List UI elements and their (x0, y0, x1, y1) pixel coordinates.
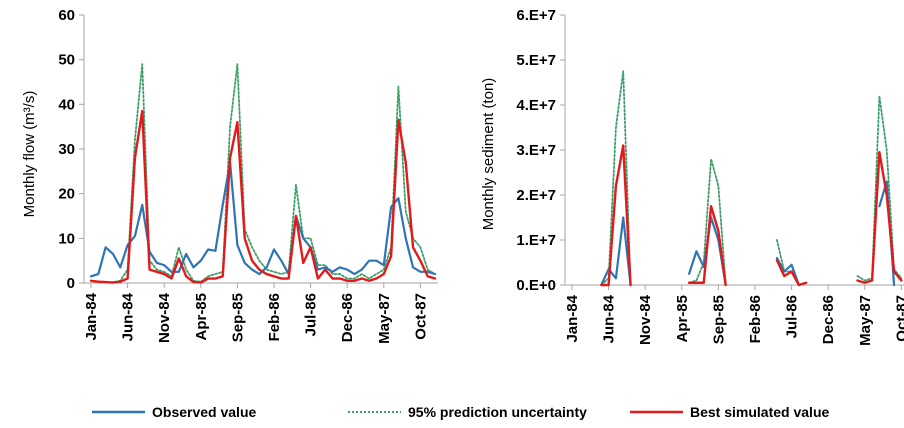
flow-y-tick-label: 50 (58, 52, 75, 69)
sediment-x-tick-label: Jan-84 (564, 294, 581, 342)
flow-x-tick-label: Jul-86 (303, 293, 320, 336)
sediment-x-tick-label: Nov-84 (637, 294, 654, 345)
sediment-y-tick-label: 6.E+7 (516, 7, 556, 24)
legend-simulated-label: Best simulated value (690, 404, 829, 420)
flow-x-tick-label: Jun-84 (120, 292, 137, 341)
flow-x-tick-label: Nov-84 (156, 292, 173, 343)
flow-x-tick-label: Dec-86 (339, 293, 356, 342)
sediment-series-uncertainty (600, 70, 903, 286)
flow-x-tick-label: Feb-86 (266, 293, 283, 341)
sediment-series-observed (600, 180, 896, 287)
flow-series-uncertainty (90, 63, 436, 284)
sediment-x-tick-label: Oct-87 (893, 295, 904, 342)
sediment-x-tick-label: May-87 (857, 295, 874, 346)
sediment-chart: Monthly sediment (ton) 0.E+0 1.E+7 2.E+7 3.… (480, 7, 904, 346)
flow-x-tick-label: Jan-84 (83, 292, 100, 340)
flow-y-tick-label: 40 (58, 96, 75, 113)
flow-x-tick-label: May-87 (376, 293, 393, 344)
sediment-y-tick-label: 3.E+7 (516, 142, 556, 159)
sediment-x-tick-label: Jun-84 (601, 294, 618, 343)
sediment-x-tick-label: Apr-85 (674, 295, 691, 343)
sediment-y-tick-label: 0.E+0 (516, 277, 556, 294)
flow-x-tick-label: Oct-87 (412, 293, 429, 340)
legend-uncertainty-label: 95% prediction uncertainty (408, 404, 587, 420)
flow-y-axis-title: Monthly flow (m³/s) (21, 91, 38, 218)
flow-y-tick-label: 30 (58, 141, 75, 158)
flow-series-observed (89, 161, 437, 278)
flow-chart: Monthly flow (m³/s) 0 10 20 30 40 50 60 Jan-84 J… (21, 7, 438, 344)
flow-y-tick-label: 0 (67, 275, 75, 292)
flow-series-simulated (89, 109, 437, 284)
sediment-series-simulated (600, 144, 903, 287)
sediment-y-tick-label: 5.E+7 (516, 52, 556, 69)
sediment-y-tick-label: 2.E+7 (516, 187, 556, 204)
sediment-y-tick-label: 1.E+7 (516, 232, 556, 249)
flow-x-tick-label: Sep-85 (229, 293, 246, 342)
flow-y-tick-label: 10 (58, 230, 75, 247)
legend: Observed value 95% prediction uncertaint… (92, 404, 829, 420)
flow-x-tick-label: Apr-85 (193, 293, 210, 341)
legend-observed-label: Observed value (152, 404, 256, 420)
sediment-y-tick-label: 4.E+7 (516, 97, 556, 114)
sediment-x-tick-label: Sep-85 (710, 295, 727, 344)
sediment-y-axis-title: Monthly sediment (ton) (480, 78, 497, 231)
sediment-x-tick-label: Jul-86 (784, 295, 801, 338)
sediment-x-tick-label: Feb-86 (747, 295, 764, 343)
flow-y-tick-label: 20 (58, 186, 75, 203)
flow-y-tick-label: 60 (58, 7, 75, 24)
sediment-x-tick-label: Dec-86 (820, 295, 837, 344)
